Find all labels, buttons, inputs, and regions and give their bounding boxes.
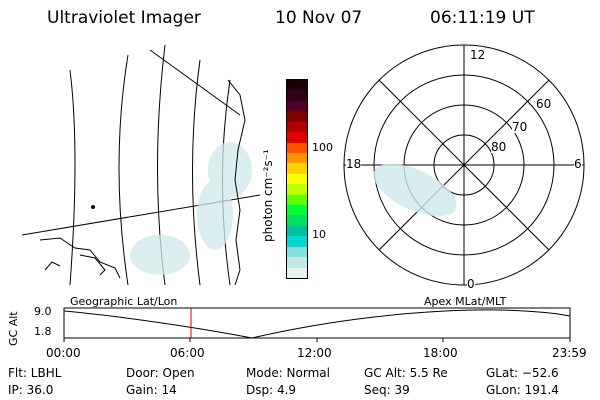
lat-label-60: 60	[536, 97, 552, 111]
mlt-label-12: 12	[470, 48, 486, 62]
colorbar-segment	[287, 90, 307, 101]
colorbar-segment	[287, 121, 307, 133]
mlt-label-0: 0	[467, 277, 475, 291]
colorbar-segment	[287, 194, 307, 206]
apex-label: Apex MLat/MLT	[424, 295, 507, 308]
colorbar-segment	[287, 80, 307, 91]
coastline	[39, 237, 121, 279]
colorbar-segment	[287, 163, 307, 174]
gcalt-info: GC Alt: 5.5 Re	[364, 366, 448, 380]
coastline	[79, 254, 106, 276]
colorbar-segment	[287, 152, 307, 164]
island-dot	[91, 205, 95, 209]
door-info: Door: Open	[126, 366, 195, 380]
colorbar-tick: 100	[312, 141, 333, 154]
meridian-line	[192, 59, 201, 285]
colorbar-segment	[287, 267, 307, 279]
colorbar-segment	[287, 100, 307, 112]
filter-info: Flt: LBHL	[8, 366, 62, 380]
mode-info: Mode: Normal	[246, 366, 330, 380]
orbit-xtick: 12:00	[297, 346, 332, 360]
glat-info: GLat: −52.6	[486, 366, 559, 380]
orbit-ymin: 1.8	[34, 325, 52, 338]
orbit-altitude-curve	[63, 309, 571, 339]
polar-diagonal	[378, 79, 550, 251]
orbit-xtick: 06:00	[170, 346, 205, 360]
colorbar-segment	[287, 142, 307, 153]
colorbar-segment	[287, 184, 307, 195]
orbit-frame	[63, 307, 571, 339]
mlt-label-6: 6	[574, 157, 582, 171]
lat-label-70: 70	[512, 120, 528, 134]
colorbar-segment	[287, 132, 307, 143]
date-label: 10 Nov 07	[275, 8, 363, 28]
colorbar-segment	[287, 225, 307, 237]
colorbar-segment	[287, 111, 307, 122]
colorbar-segment	[287, 236, 307, 247]
mlt-label-18: 18	[346, 157, 362, 171]
ip-info: IP: 36.0	[8, 383, 54, 397]
meridian-line	[118, 54, 129, 285]
orbit-xtick: 18:00	[423, 346, 458, 360]
meridian-line	[69, 69, 76, 285]
colorbar-segment	[287, 205, 307, 216]
orbit-ymax: 9.0	[34, 305, 52, 318]
coastline	[227, 79, 246, 285]
colorbar-segment	[287, 173, 307, 185]
auroral-emission	[130, 142, 252, 275]
colorbar-segment	[287, 215, 307, 226]
colorbar-tick: 10	[312, 228, 326, 241]
colorbar-segment	[287, 246, 307, 258]
geographic-label: Geographic Lat/Lon	[70, 295, 178, 308]
lat-label-80: 80	[491, 140, 507, 154]
dsp-info: Dsp: 4.9	[246, 383, 297, 397]
time-label: 06:11:19 UT	[430, 8, 535, 28]
parallel-line	[149, 49, 241, 116]
colorbar-segment	[287, 257, 307, 268]
instrument-title: Ultraviolet Imager	[47, 8, 201, 28]
orbit-xtick: 00:00	[46, 346, 81, 360]
seq-info: Seq: 39	[364, 383, 410, 397]
gain-info: Gain: 14	[126, 383, 177, 397]
orbit-xtick: 23:59	[552, 346, 587, 360]
glon-info: GLon: 191.4	[486, 383, 559, 397]
colorbar	[286, 79, 308, 279]
polar-auroral-emission	[373, 163, 457, 217]
